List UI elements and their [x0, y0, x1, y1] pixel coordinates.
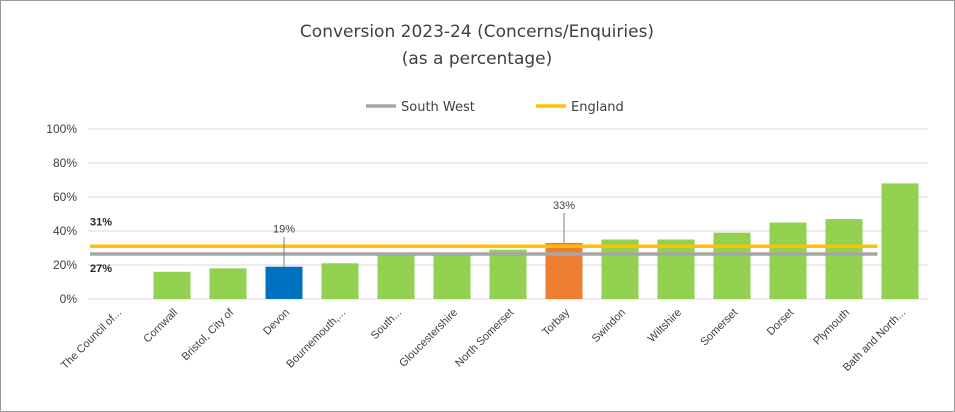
bar: [825, 219, 863, 299]
bar: [489, 249, 527, 299]
bar: [601, 239, 639, 299]
y-tick-label: 80%: [53, 156, 77, 170]
category-label: Cornwall: [141, 307, 180, 346]
reference-lines: [90, 244, 878, 256]
category-label: Bath and North...: [841, 307, 908, 374]
bar: [433, 253, 471, 299]
bar: [209, 268, 247, 299]
category-label: Gloucestershire: [397, 307, 460, 370]
y-tick-label: 40%: [53, 224, 77, 238]
category-label: Somerset: [698, 307, 740, 349]
bars: [153, 183, 919, 299]
category-label: The Council of...: [59, 307, 124, 372]
category-label: Bournemouth,...: [284, 307, 348, 371]
data-label: 33%: [553, 200, 575, 212]
bar: [265, 266, 303, 299]
category-label: South...: [369, 307, 404, 342]
category-label: Plymouth: [811, 307, 852, 348]
category-label: Dorset: [765, 307, 796, 338]
y-tick-label: 100%: [46, 122, 77, 136]
bar: [657, 239, 695, 299]
category-label: Devon: [261, 307, 292, 338]
category-label: North Somerset: [453, 307, 516, 370]
bar: [377, 254, 415, 299]
y-tick-label: 0%: [60, 292, 78, 306]
bar: [713, 232, 751, 299]
x-axis: The Council of... Cornwall Bristol, City o…: [59, 306, 908, 374]
chart-title-line-2: (as a percentage): [402, 49, 553, 69]
category-label: Torbay: [540, 306, 572, 338]
bar: [321, 263, 359, 299]
bar: [769, 222, 807, 299]
category-label: Wiltshire: [646, 307, 684, 345]
bar: [881, 183, 919, 299]
category-label: Bristol, City of: [180, 306, 237, 363]
data-labels: 27% 31% 19% 33%: [90, 200, 575, 275]
legend-entry: England: [571, 100, 624, 115]
y-tick-label: 20%: [53, 258, 77, 272]
y-axis: 0% 20% 40% 60% 80% 100%: [46, 122, 77, 306]
legend-entry: South West: [401, 100, 475, 115]
reference-line-label: 31%: [90, 216, 112, 228]
chart-title-line-1: Conversion 2023-24 (Concerns/Enquiries): [300, 22, 654, 42]
category-label: Swindon: [590, 307, 628, 345]
data-label: 19%: [273, 224, 295, 236]
legend: South West England: [366, 100, 624, 115]
bar: [153, 271, 191, 299]
reference-line-label: 27%: [90, 263, 112, 275]
y-tick-label: 60%: [53, 190, 77, 204]
bar: [545, 242, 583, 299]
